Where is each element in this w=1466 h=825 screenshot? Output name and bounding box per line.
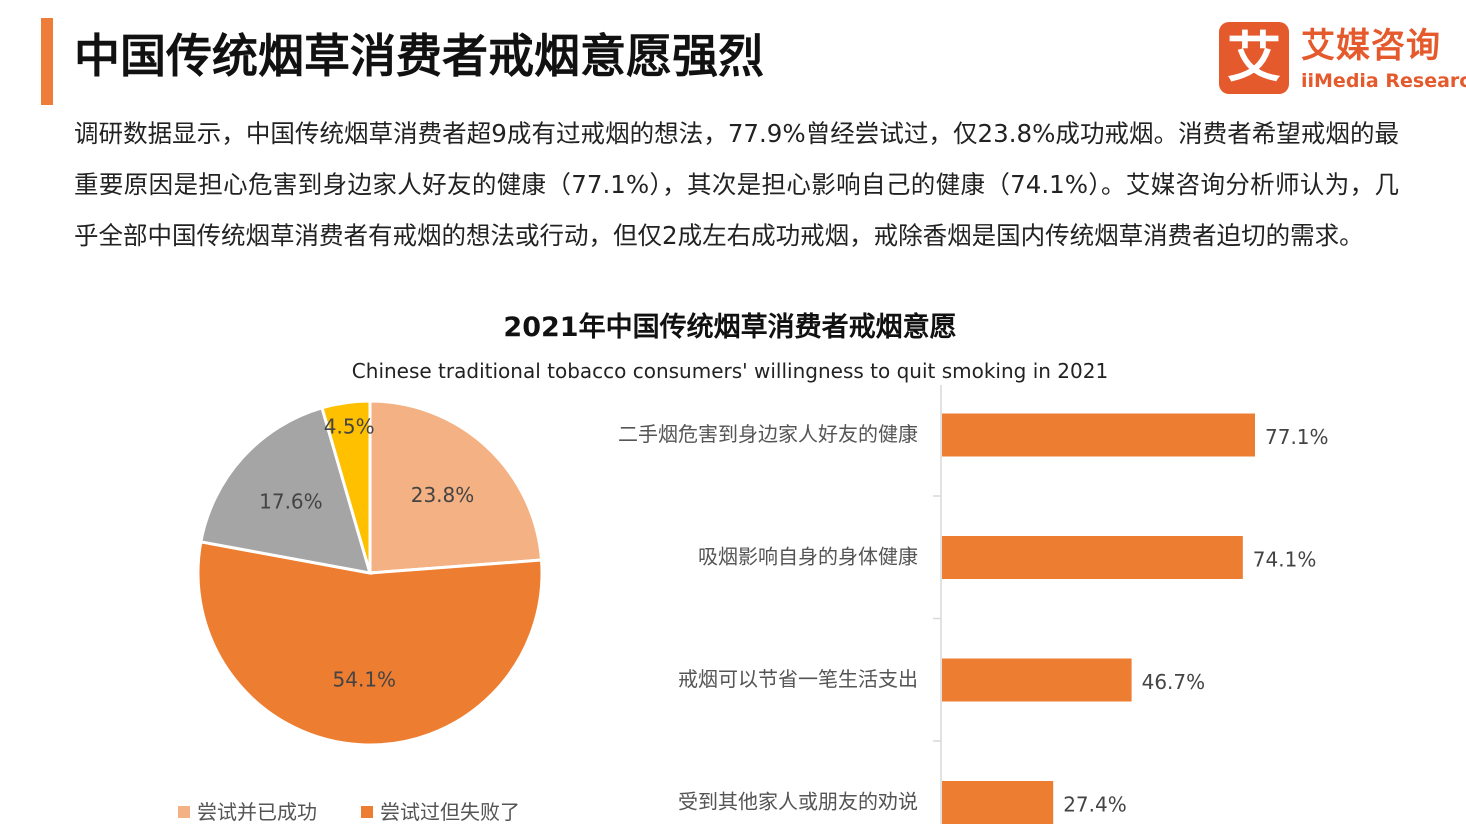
bar-2 (942, 658, 1132, 702)
pie-slice-3 (320, 399, 372, 574)
intro-paragraph: 调研数据显示，中国传统烟草消费者超9成有过戒烟的想法，77.9%曾经尝试过，仅2… (74, 119, 1399, 250)
pie-label-0: 23.8% (411, 483, 475, 507)
bar-0 (942, 413, 1255, 457)
legend-item-1: 尝试过但失败了 (361, 796, 520, 825)
legend-label-1: 尝试过但失败了 (380, 800, 520, 824)
bar-category-label-0: 二手烟危害到身边家人好友的健康 (618, 422, 918, 446)
pie-slice-2 (199, 405, 373, 575)
bar-value-label-0: 77.1% (1265, 425, 1329, 449)
bar-3 (942, 781, 1054, 824)
chart-title: 2021年中国传统烟草消费者戒烟意愿 (503, 312, 957, 343)
pie-label-1: 54.1% (333, 668, 397, 692)
bar-1 (942, 536, 1243, 579)
bar-value-label-2: 46.7% (1142, 670, 1206, 694)
bar-chart: 二手烟危害到身边家人好友的健康 77.1% 吸烟影响自身的身体健康 74.1% 戒烟可以… (618, 385, 1329, 824)
brand-logo: 艾 艾媒咨询 iiMedia Research (1219, 22, 1466, 96)
title-accent-bar (41, 18, 53, 105)
pie-label-3: 4.5% (324, 415, 375, 439)
pie-chart: 23.8% 54.1% 17.6% 4.5% (196, 399, 544, 747)
pie-slice-1 (196, 540, 544, 747)
pie-label-2: 17.6% (259, 490, 323, 514)
page-title: 中国传统烟草消费者戒烟意愿强烈 (74, 29, 764, 83)
legend-label-0: 尝试并已成功 (197, 800, 317, 824)
legend-item-0: 尝试并已成功 (178, 796, 317, 825)
bar-value-label-3: 27.4% (1063, 793, 1127, 817)
bar-value-label-1: 74.1% (1253, 548, 1317, 572)
bar-category-label-2: 戒烟可以节省一笔生活支出 (678, 667, 918, 691)
legend-swatch-1 (361, 806, 373, 818)
legend-swatch-0 (178, 806, 190, 818)
brand-mark-icon: 艾 (1219, 22, 1289, 94)
brand-subtitle: iiMedia Research (1301, 70, 1466, 92)
bar-category-label-3: 受到其他家人或朋友的劝说 (678, 790, 918, 814)
brand-name: 艾媒咨询 (1301, 26, 1441, 66)
bar-category-label-1: 吸烟影响自身的身体健康 (698, 545, 918, 569)
pie-slice-0 (368, 399, 544, 575)
pie-legend: 尝试并已成功 尝试过但失败了 (178, 796, 564, 825)
chart-subtitle: Chinese traditional tobacco consumers' w… (351, 359, 1109, 383)
